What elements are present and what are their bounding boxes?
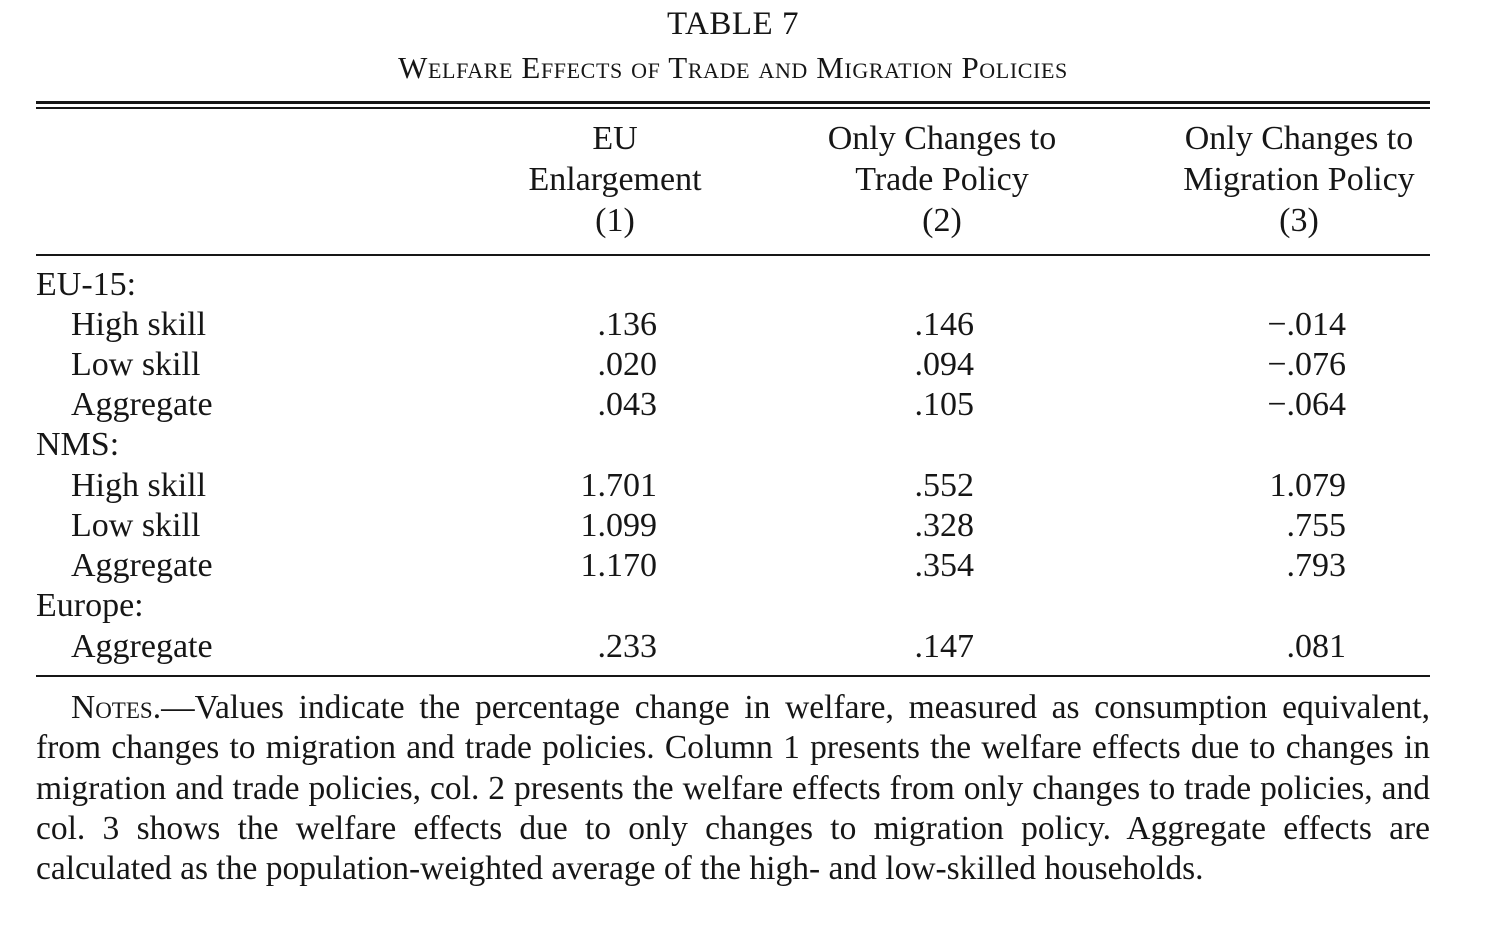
cell-nms-high-skill-col3: 1.079 — [1269, 467, 1347, 504]
notes-label: Notes. — [71, 689, 162, 726]
group-label-europe: Europe: — [36, 587, 144, 624]
top-rule-thin — [36, 107, 1430, 109]
cell-eu15-low-skill-col2: .094 — [914, 346, 975, 383]
column-header-1-line-3: (1) — [595, 202, 635, 239]
cell-nms-high-skill-col1: 1.701 — [580, 467, 658, 504]
cell-eu15-high-skill-col1: .136 — [597, 306, 658, 343]
cell-nms-aggregate-col2: .354 — [914, 547, 975, 584]
cell-eu15-high-skill-col2: .146 — [914, 306, 975, 343]
column-header-1-line-2: Enlargement — [528, 161, 702, 198]
cell-nms-low-skill-col1: 1.099 — [580, 507, 658, 544]
table-notes: Notes.—Values indicate the percentage ch… — [36, 688, 1430, 889]
column-header-3-line-2: Migration Policy — [1183, 161, 1415, 198]
column-header-1: EU Enlargement (1) — [484, 118, 746, 241]
table-number: TABLE 7 — [667, 6, 799, 42]
cell-eu15-high-skill-col3: −.014 — [1267, 306, 1346, 343]
cell-eu15-low-skill-col3: −.076 — [1267, 346, 1346, 383]
row-label-eu15-aggregate: Aggregate — [71, 386, 213, 423]
column-header-2: Only Changes to Trade Policy (2) — [792, 118, 1092, 241]
header-rule — [36, 254, 1430, 256]
table-title: Welfare Effects of Trade and Migration P… — [398, 50, 1068, 85]
cell-eu15-aggregate-col1: .043 — [597, 386, 658, 423]
row-label-nms-low-skill: Low skill — [71, 507, 201, 544]
row-label-nms-high-skill: High skill — [71, 467, 207, 504]
row-label-nms-aggregate: Aggregate — [71, 547, 213, 584]
row-label-eu15-low-skill: Low skill — [71, 346, 201, 383]
column-header-1-line-1: EU — [592, 120, 638, 157]
bottom-rule — [36, 675, 1430, 677]
top-rule-thick — [36, 101, 1430, 104]
cell-eu15-aggregate-col3: −.064 — [1267, 386, 1346, 423]
cell-nms-aggregate-col1: 1.170 — [580, 547, 658, 584]
cell-nms-low-skill-col2: .328 — [914, 507, 975, 544]
cell-nms-aggregate-col3: .793 — [1286, 547, 1347, 584]
column-header-2-line-1: Only Changes to — [827, 120, 1057, 157]
row-label-europe-aggregate: Aggregate — [71, 628, 213, 665]
notes-text: —Values indicate the percentage change i… — [36, 689, 1430, 888]
column-header-3: Only Changes to Migration Policy (3) — [1150, 118, 1448, 241]
cell-eu15-low-skill-col1: .020 — [597, 346, 658, 383]
cell-nms-low-skill-col3: .755 — [1286, 507, 1347, 544]
cell-nms-high-skill-col2: .552 — [914, 467, 975, 504]
cell-europe-aggregate-col3: .081 — [1286, 628, 1347, 665]
column-header-2-line-3: (2) — [922, 202, 962, 239]
cell-eu15-aggregate-col2: .105 — [914, 386, 975, 423]
column-header-2-line-2: Trade Policy — [855, 161, 1029, 198]
group-label-eu15: EU-15: — [36, 266, 137, 303]
group-label-nms: NMS: — [36, 426, 120, 463]
cell-europe-aggregate-col2: .147 — [914, 628, 975, 665]
column-header-3-line-3: (3) — [1279, 202, 1319, 239]
cell-europe-aggregate-col1: .233 — [597, 628, 658, 665]
row-label-eu15-high-skill: High skill — [71, 306, 207, 343]
column-header-3-line-1: Only Changes to — [1184, 120, 1414, 157]
